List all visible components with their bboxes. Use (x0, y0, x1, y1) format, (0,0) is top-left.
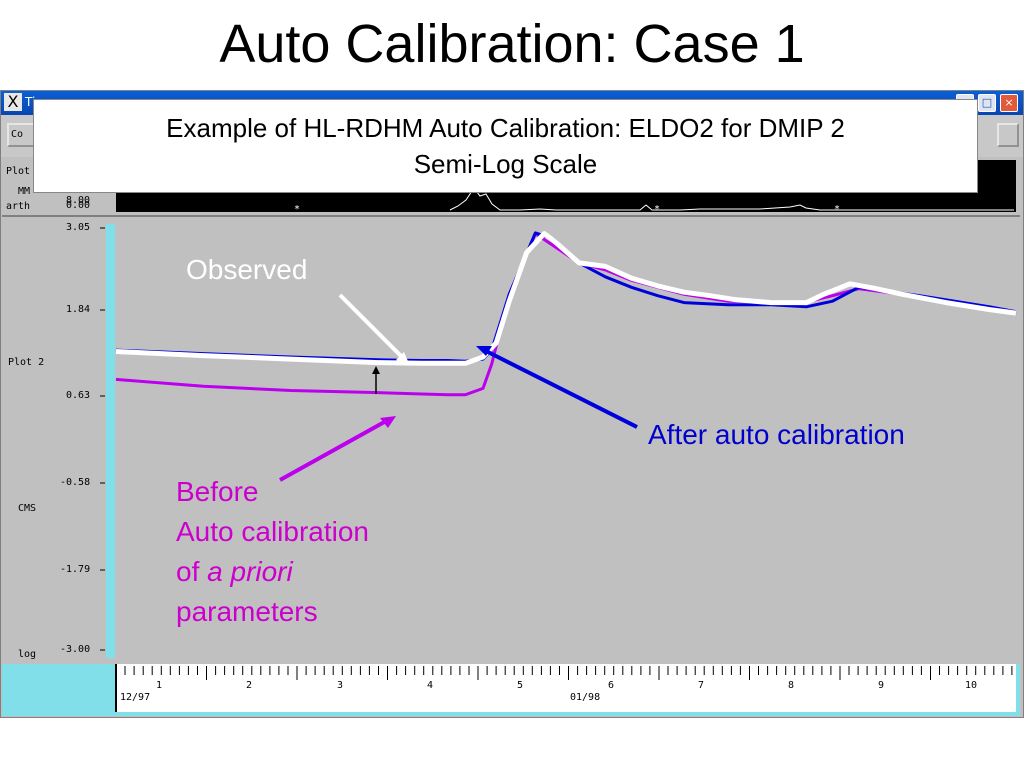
after-arrowhead (476, 346, 492, 356)
caption-line-1: Example of HL-RDHM Auto Calibration: ELD… (166, 113, 845, 143)
plot-label: Plot 2 (8, 357, 45, 368)
before-line-2: Auto calibration (176, 516, 370, 547)
y-units-label: CMS (18, 503, 37, 514)
x-tick-label: 10 (965, 680, 978, 691)
caption-line-2: Semi-Log Scale (413, 149, 598, 179)
top-strip-tick-top: 8.00 (66, 195, 91, 206)
maximize-button[interactable]: □ (978, 94, 996, 112)
before-line-3a: of (176, 556, 208, 587)
observed-annotation: Observed (186, 254, 308, 285)
x-tick-label: 6 (608, 680, 615, 691)
x-tick-label: 4 (427, 680, 434, 691)
x-tick-label: 8 (788, 680, 795, 691)
window-title: Ti (25, 95, 36, 109)
slide-title: Auto Calibration: Case 1 (219, 14, 805, 74)
before-arrow (279, 418, 389, 482)
x-tick-label: 2 (246, 680, 253, 691)
after-annotation: After auto calibration (648, 419, 905, 450)
y-tick-label: -1.79 (60, 564, 91, 575)
x-tick-label: 1 (156, 680, 163, 691)
before-line-1: Before (176, 476, 259, 507)
caption-box: Example of HL-RDHM Auto Calibration: ELD… (33, 99, 978, 193)
y-scale-label: log (18, 649, 37, 660)
y-tick-label: 0.63 (66, 390, 91, 401)
y-tick-label: -0.58 (60, 477, 91, 488)
date-mid-label: 01/98 (570, 692, 601, 703)
observed-series-line (115, 231, 1017, 366)
cyan-marker-bar (106, 224, 115, 658)
x-tick-label: 3 (337, 680, 344, 691)
series-layer (115, 231, 1017, 397)
x-tick-label: 9 (878, 680, 885, 691)
time-ticks (115, 666, 1013, 680)
precip-marker: * (834, 204, 840, 215)
y-axis (100, 227, 105, 651)
top-strip-label-2: arth (6, 201, 31, 212)
y-tick-label: -3.00 (60, 644, 91, 655)
before-line-3: of a priori (176, 552, 369, 592)
after-arrow (483, 348, 638, 429)
time-axis-track (116, 664, 1016, 712)
x-tick-label: 7 (698, 680, 705, 691)
before-line-4: parameters (176, 596, 318, 627)
top-strip-tick-bottom: 0.00 (66, 200, 91, 211)
x-window-icon: X (4, 93, 22, 111)
toolbar-right-button[interactable] (997, 123, 1019, 147)
y-tick-label: 1.84 (66, 304, 91, 315)
before-annotation: Before Auto calibration of a priori para… (176, 472, 369, 632)
date-start-label: 12/97 (120, 692, 151, 703)
top-strip-label: Plot (6, 166, 31, 177)
precip-marker: * (294, 204, 300, 215)
before-line-3b: a priori (207, 556, 293, 587)
top-strip-units: MM (18, 186, 31, 197)
precip-marker: * (654, 204, 660, 215)
shift-arrowhead (372, 366, 380, 374)
y-tick-label: 3.05 (66, 222, 91, 233)
observed-arrow (338, 293, 407, 362)
x-tick-label: 5 (517, 680, 524, 691)
close-button[interactable]: × (1000, 94, 1018, 112)
observed-arrowhead (396, 352, 410, 366)
toolbar-button[interactable]: Co (7, 123, 35, 147)
before-arrowhead (380, 416, 396, 428)
